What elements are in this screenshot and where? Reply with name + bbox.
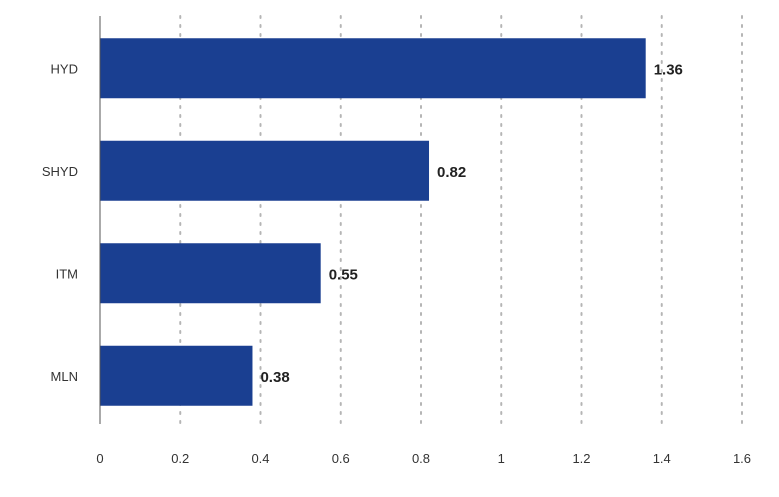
x-tick-label: 1.4 [653, 451, 671, 466]
x-tick-label: 1.6 [733, 451, 751, 466]
value-labels: 1.36 0.82 0.55 0.38 [260, 61, 682, 386]
x-tick-label: 0.8 [412, 451, 430, 466]
category-label: SHYD [42, 164, 78, 179]
x-tick-label: 0.4 [251, 451, 269, 466]
value-label: 1.36 [654, 61, 683, 78]
bar-itm [100, 243, 321, 304]
x-tick-label: 1.2 [572, 451, 590, 466]
category-label: ITM [56, 266, 78, 281]
bars [100, 38, 646, 406]
x-tick-label: 1 [498, 451, 505, 466]
category-label: HYD [51, 61, 78, 76]
x-tick-labels: 0 0.2 0.4 0.6 0.8 1 1.2 1.4 1.6 [96, 451, 751, 466]
bar-mln [100, 345, 253, 406]
x-tick-label: 0.6 [332, 451, 350, 466]
value-label: 0.82 [437, 164, 466, 181]
value-label: 0.55 [329, 266, 358, 283]
bar-shyd [100, 140, 430, 201]
category-label: MLN [51, 369, 78, 384]
bar-hyd [100, 38, 646, 99]
x-tick-label: 0.2 [171, 451, 189, 466]
category-labels: HYD SHYD ITM MLN [42, 61, 78, 384]
x-tick-label: 0 [96, 451, 103, 466]
value-label: 0.38 [260, 369, 289, 386]
